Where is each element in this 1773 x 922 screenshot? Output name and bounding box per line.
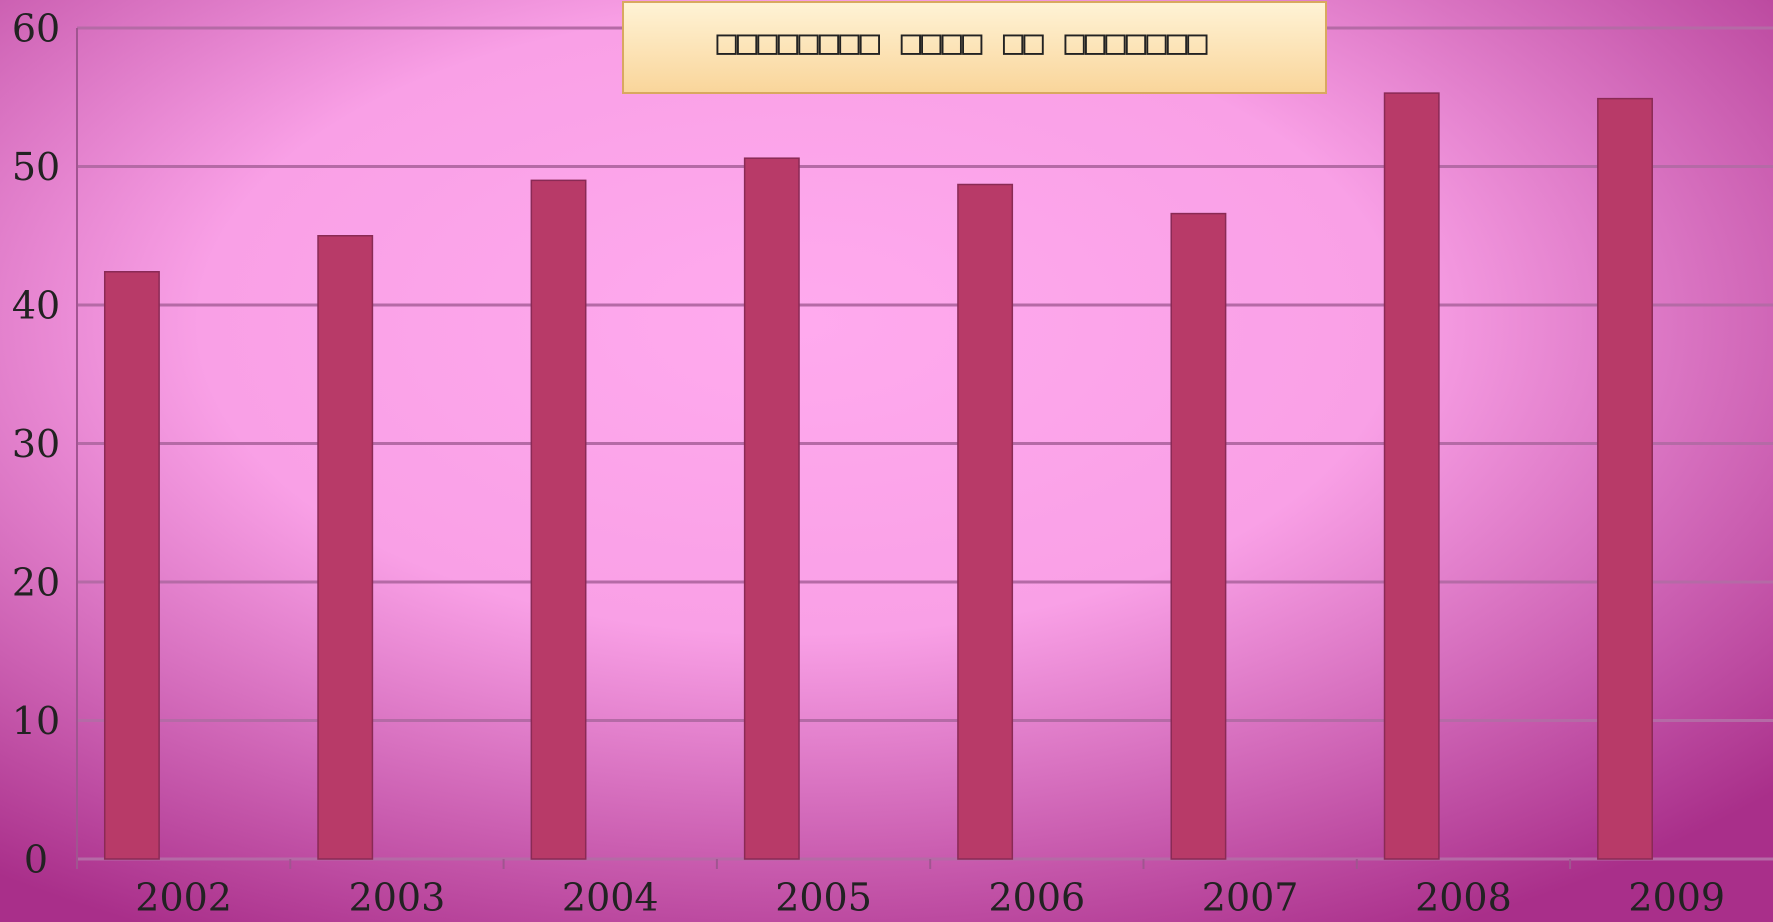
bar [103, 271, 160, 860]
x-tick-label: 2002 [135, 876, 232, 920]
y-tick-label: 30 [12, 422, 60, 466]
x-tick-label: 2004 [562, 876, 659, 920]
chart-title: □□□□□□□□ □□□□ □□ □□□□□□□ [716, 23, 1208, 63]
plot-area: 0 10 20 30 40 50 60 2002 2003 2004 2005 2006 2007 200… [12, 7, 1773, 920]
x-tick-label: 2008 [1415, 876, 1512, 920]
x-tick-label: 2009 [1628, 876, 1725, 920]
y-tick-label: 40 [12, 284, 60, 328]
bar [1597, 97, 1653, 860]
x-tick-label: 2003 [349, 876, 446, 920]
y-tick-label: 10 [12, 699, 60, 743]
x-tick-label: 2007 [1202, 876, 1299, 920]
y-tick-label: 20 [12, 561, 60, 605]
bar [743, 157, 800, 860]
y-tick-label: 0 [24, 838, 48, 882]
y-tick-label: 60 [12, 7, 60, 51]
x-tick-label: 2006 [988, 876, 1085, 920]
bar [1383, 92, 1440, 860]
x-tick-label: 2005 [775, 876, 872, 920]
title-box [622, 1, 1327, 94]
bar [530, 179, 587, 860]
bar [1170, 212, 1227, 860]
bar [317, 235, 374, 860]
y-tick-label: 50 [12, 145, 60, 189]
bar [957, 183, 1014, 860]
